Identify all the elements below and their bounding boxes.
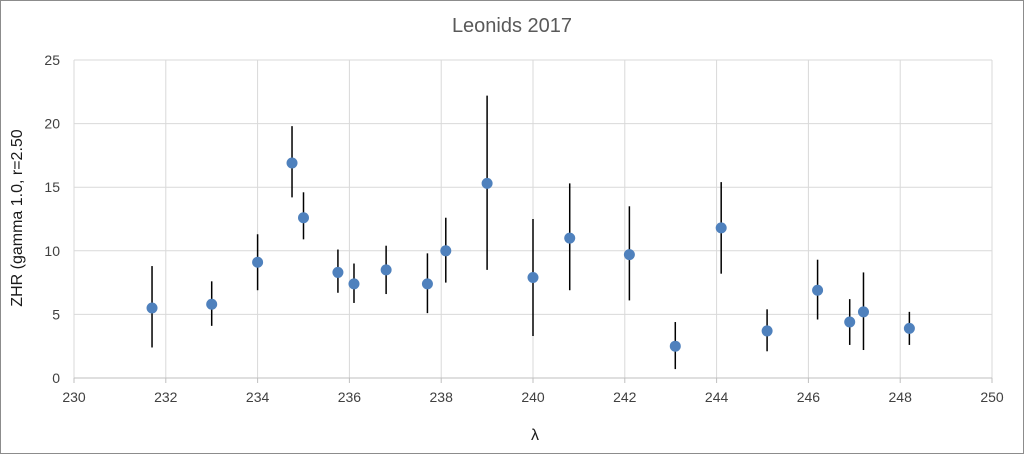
x-tick-label: 234 [246,389,270,405]
x-tick-label: 248 [889,389,913,405]
data-point [298,212,309,224]
chart-title: Leonids 2017 [452,15,572,37]
data-point [844,316,856,328]
data-layer [146,95,915,370]
data-point [481,177,493,189]
x-axis-title: λ [531,427,539,444]
x-tick-label: 236 [338,389,362,405]
data-point [380,264,392,276]
x-tick-label: 232 [154,389,178,405]
y-tick-label: 10 [44,243,60,259]
y-tick-label: 25 [44,52,60,68]
data-point [146,302,158,314]
data-point [332,266,344,278]
data-point [812,284,824,296]
y-tick-label: 20 [44,116,60,132]
x-tick-label: 244 [705,389,729,405]
data-point [715,222,727,234]
data-point [903,322,915,334]
axis-layer: 230 232 234 236 238 240 242 244 246 248 250 0 5 10 15 2… [44,52,1003,405]
data-point [564,232,576,244]
data-point [286,157,298,169]
y-axis-title: ZHR (gamma 1.0, r=2.50 [9,129,26,307]
x-tick-label: 250 [980,389,1004,405]
data-point [527,272,539,284]
x-tick-label: 246 [797,389,821,405]
data-point [669,340,681,352]
x-tick-label: 238 [430,389,454,405]
data-point [252,256,264,268]
y-tick-label: 0 [52,370,60,386]
x-tick-label: 230 [62,389,86,405]
data-point [206,298,218,310]
data-point [761,325,773,337]
x-tick-label: 240 [521,389,545,405]
data-point [421,278,433,290]
y-tick-label: 15 [44,179,60,195]
y-tick-label: 5 [52,306,60,322]
data-point [623,249,635,261]
data-point [440,245,452,257]
x-tick-label: 242 [613,389,637,405]
data-point [348,278,360,290]
data-point [857,306,869,318]
